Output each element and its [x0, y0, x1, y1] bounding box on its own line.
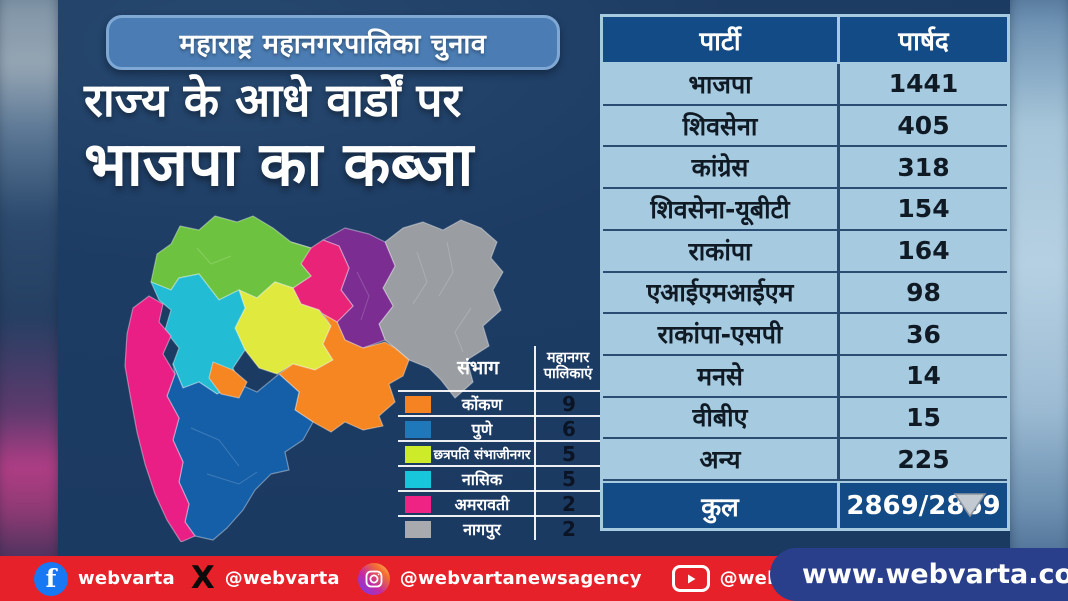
table-row: शिवसेना 405 [603, 105, 1007, 148]
pointer-arrow-icon [953, 493, 987, 518]
legend-swatch-nashik [405, 470, 431, 488]
legend-row: नासिक 5 [398, 467, 606, 492]
table-row: राकांपा 164 [603, 230, 1007, 273]
legend-swatch-konkan [405, 395, 431, 413]
legend-row: कोंकण 9 [398, 392, 606, 417]
headline-line2: भाजपा का कब्जा [84, 129, 474, 200]
table-header-row: पार्टी पार्षद [603, 17, 1007, 64]
x-handle: @webvarta [224, 568, 340, 589]
footer-facebook[interactable]: f webvarta [34, 561, 175, 596]
table-row: एआईएमआईएम 98 [603, 272, 1007, 315]
table-row: अन्य 225 [603, 439, 1007, 482]
blurred-right-edge [1004, 0, 1068, 601]
legend-swatch-amravati [405, 495, 431, 513]
facebook-handle: webvarta [78, 568, 175, 589]
table-row: कांग्रेस 318 [603, 147, 1007, 190]
map-region-small-orange [208, 361, 248, 399]
legend-header: संभाग महानगर पालिकाएं [398, 344, 606, 392]
legend-swatch-pune [405, 420, 431, 438]
table-row: वीबीए 15 [603, 397, 1007, 440]
instagram-handle: @webvartanewsagency [399, 568, 642, 589]
facebook-icon: f [34, 561, 68, 596]
total-label: कुल [701, 492, 739, 523]
party-results-table: पार्टी पार्षद भाजपा 1441 शिवसेना 405 कां… [600, 14, 1010, 531]
youtube-icon [671, 565, 710, 592]
legend-swatch-nagpur [405, 520, 431, 538]
x-icon: X [190, 560, 215, 596]
legend-header-municipalities: महानगर पालिकाएं [543, 350, 593, 382]
footer-instagram[interactable]: @webvartanewsagency [357, 562, 642, 595]
map-region-east-gray [378, 219, 504, 399]
legend-row: अमरावती 2 [398, 492, 606, 517]
division-legend: संभाग महानगर पालिकाएं कोंकण 9 पुणे 6 छत्… [398, 344, 606, 541]
table-total-row: कुल 2869/2869 [603, 481, 1007, 529]
table-row: भाजपा 1441 [603, 64, 1007, 106]
header-seats: पार्षद [837, 17, 1007, 62]
website-url: www.webvarta.com [802, 559, 1068, 590]
table-row: राकांपा-एसपी 36 [603, 314, 1007, 356]
blurred-left-edge [0, 0, 64, 601]
legend-row: नागपुर 2 [398, 517, 606, 541]
legend-swatch-sambhajinagar [405, 445, 431, 463]
footer-x[interactable]: X @webvarta [191, 563, 340, 594]
table-row: शिवसेना-यूबीटी 154 [603, 189, 1007, 231]
table-row: मनसे 14 [603, 355, 1007, 398]
map-region-central-east-orange [278, 313, 410, 433]
badge-label: महाराष्ट्र महानगरपालिका चुनाव [179, 29, 487, 60]
legend-row: पुणे 6 [398, 417, 606, 442]
website-pill[interactable]: www.webvarta.com [770, 548, 1068, 601]
header-party: पार्टी [699, 26, 741, 57]
legend-row: छत्रपति संभाजीनगर 5 [398, 442, 606, 467]
map-region-coastal-pink [124, 295, 196, 542]
headline-line1: राज्य के आधे वार्डों पर [84, 73, 462, 127]
legend-header-division: संभाग [457, 357, 499, 379]
district-borders [190, 241, 472, 485]
maharashtra-map [124, 215, 504, 542]
legend-column-divider [534, 346, 536, 540]
top-badge: महाराष्ट्र महानगरपालिका चुनाव [106, 15, 560, 70]
instagram-icon [357, 562, 390, 595]
